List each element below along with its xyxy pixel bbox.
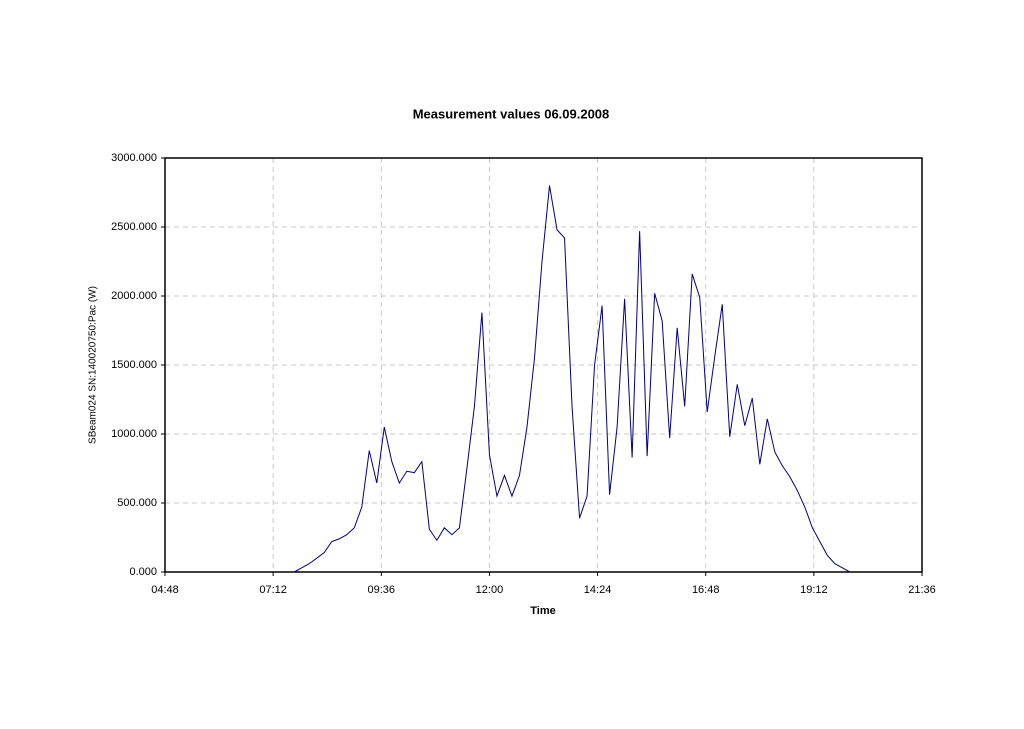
x-tick-label: 09:36 [368,584,396,596]
y-tick-label: 2500.000 [111,221,157,233]
y-tick-label: 0.000 [129,566,157,578]
x-tick-label: 19:12 [800,584,828,596]
y-axis-label: SBeam024 SN:140020750:Pac (W) [88,286,99,444]
y-tick-label: 1500.000 [111,359,157,371]
y-tick-label: 500.000 [117,497,157,509]
y-tick-label: 3000.000 [111,152,157,164]
x-tick-label: 12:00 [476,584,504,596]
y-tick-label: 1000.000 [111,428,157,440]
chart-title: Measurement values 06.09.2008 [413,106,610,121]
data-line [293,185,851,573]
x-tick-label: 21:36 [908,584,936,596]
x-tick-label: 04:48 [151,584,179,596]
y-tick-label: 2000.000 [111,290,157,302]
x-tick-label: 14:24 [584,584,612,596]
plot-frame [164,157,923,573]
x-tick-label: 07:12 [259,584,287,596]
x-axis-label: Time [530,605,555,617]
x-tick-label: 16:48 [692,584,720,596]
